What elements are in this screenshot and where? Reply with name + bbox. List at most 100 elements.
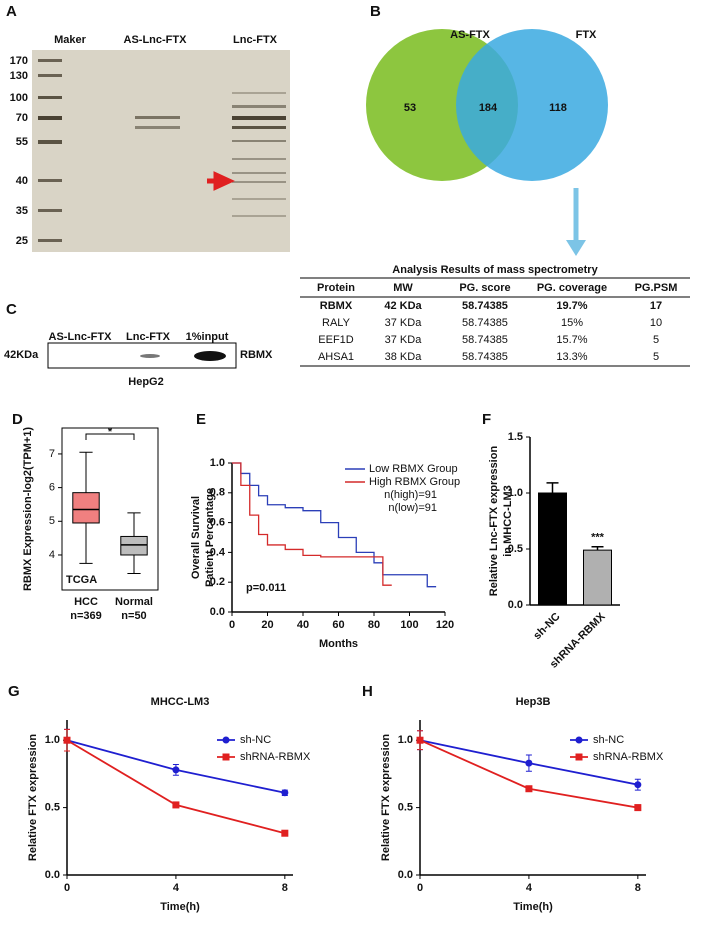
panel-label: G: [8, 683, 20, 700]
table-header: PG. coverage: [537, 282, 607, 294]
box: [72, 492, 100, 524]
ladder-label: 25: [16, 235, 28, 247]
table-header: PG.PSM: [635, 282, 678, 294]
bar: [538, 492, 567, 606]
point: [525, 785, 533, 793]
table-cell: 13.3%: [556, 351, 587, 363]
p-value: p=0.011: [246, 582, 286, 594]
y-tick-label: 1.5: [508, 431, 523, 443]
ladder-label: 35: [16, 205, 28, 217]
table-title: Analysis Results of mass spectrometry: [392, 264, 598, 276]
table-cell: RBMX: [320, 300, 353, 312]
y-tick-label: 0.5: [398, 802, 413, 814]
x-tick-label: 0: [417, 882, 423, 894]
panel-label: E: [196, 411, 206, 428]
count: 53: [404, 102, 416, 114]
x-tick-label: 20: [261, 619, 273, 631]
point: [634, 804, 642, 812]
y-tick-label: 0.2: [210, 576, 225, 588]
table-cell: 15%: [561, 317, 583, 329]
table-cell: 10: [650, 317, 662, 329]
chart-title: MHCC-LM3: [151, 696, 210, 708]
table-cell: 37 KDa: [385, 317, 423, 329]
blot-band: [140, 354, 160, 358]
plot-frame: [61, 427, 159, 591]
y-tick-label: 7: [49, 448, 55, 460]
point: [281, 789, 289, 797]
legend-label: High RBMX Group: [369, 476, 460, 488]
arrow: [207, 171, 235, 191]
set-label: FTX: [576, 29, 597, 41]
y-tick-label: 6: [49, 482, 55, 494]
legend-label: Low RBMX Group: [369, 463, 458, 475]
survival-curve: [232, 462, 392, 586]
annotation: ***: [591, 532, 605, 544]
y-tick-label: 0.0: [210, 606, 225, 618]
point: [634, 781, 642, 789]
x-tick-label: 120: [436, 619, 454, 631]
y-axis-label: Relative FTX expression: [380, 734, 392, 861]
lane-label: Lnc-FTX: [233, 34, 278, 46]
lane-label: Maker: [54, 34, 87, 46]
x-tick-label: 60: [332, 619, 344, 631]
legend-label: shRNA-RBMX: [593, 751, 664, 763]
note: n(low)=91: [388, 502, 437, 514]
table-cell: 58.74385: [462, 334, 508, 346]
lane-label: AS-Lnc-FTX: [49, 331, 113, 343]
y-axis-label: in MHCC-LM3: [502, 485, 514, 557]
x-tick-label: HCC: [74, 596, 98, 608]
bracket: [85, 433, 135, 440]
legend-marker: [575, 736, 583, 744]
y-axis-label: Relative Lnc-FTX expression: [488, 446, 500, 597]
point: [416, 736, 424, 744]
table-cell: 19.7%: [556, 300, 587, 312]
panel-label: H: [362, 683, 373, 700]
y-tick-label: 0.4: [210, 546, 226, 558]
table-header: PG. score: [459, 282, 510, 294]
x-axis-label: Time(h): [160, 901, 200, 913]
table-cell: 17: [650, 300, 662, 312]
error-bar: [591, 546, 604, 551]
box: [120, 535, 148, 556]
y-tick-label: 0.0: [398, 869, 413, 881]
legend-label: shRNA-RBMX: [240, 751, 311, 763]
count-label: n=50: [121, 610, 146, 622]
table-cell: RALY: [322, 317, 351, 329]
x-tick-label: 40: [297, 619, 309, 631]
gel: [32, 50, 290, 252]
count-label: n=369: [70, 610, 102, 622]
y-axis-label: RBMX Expression-log2(TPM+1): [22, 427, 34, 591]
x-tick-label: 80: [368, 619, 380, 631]
table-cell: 58.74385: [462, 351, 508, 363]
y-axis-label: Overall Survival: [190, 496, 202, 579]
legend-marker: [575, 753, 583, 761]
arrow: [566, 240, 586, 256]
panel-label: F: [482, 411, 491, 428]
count: 118: [549, 102, 567, 114]
x-axis-label: Time(h): [513, 901, 553, 913]
cell-label: HepG2: [128, 376, 163, 388]
y-tick-label: 1.0: [45, 734, 60, 746]
lane-label: AS-Lnc-FTX: [124, 34, 188, 46]
survival-curve: [232, 462, 437, 588]
lane-label: Lnc-FTX: [126, 331, 171, 343]
x-tick-label: Normal: [115, 596, 153, 608]
gel-bands: [38, 59, 286, 242]
y-tick-label: 1.0: [210, 457, 225, 469]
table-header: Protein: [317, 282, 355, 294]
table-cell: EEF1D: [318, 334, 354, 346]
count: 184: [479, 102, 498, 114]
x-tick-label: sh-NC: [531, 611, 562, 642]
table-header: MW: [393, 282, 413, 294]
venn-circle: [456, 29, 608, 181]
blot-band: [194, 351, 226, 361]
y-tick-label: 0.0: [45, 869, 60, 881]
y-tick-label: 0.5: [45, 802, 60, 814]
table-cell: 5: [653, 351, 659, 363]
table-cell: 15.7%: [556, 334, 587, 346]
legend-marker: [222, 736, 230, 744]
table-cell: 38 KDa: [385, 351, 423, 363]
chart-title: Hep3B: [516, 696, 551, 708]
bar: [583, 549, 612, 606]
